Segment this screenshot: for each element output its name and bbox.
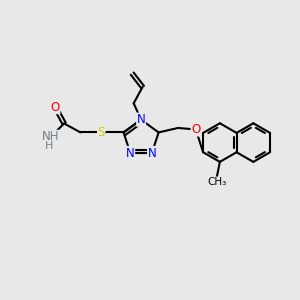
Text: O: O [191, 123, 200, 136]
Text: H: H [45, 141, 53, 151]
Text: N: N [148, 146, 156, 160]
Text: N: N [126, 146, 135, 160]
Text: N: N [137, 113, 146, 126]
Text: CH₃: CH₃ [207, 177, 226, 187]
Text: NH: NH [42, 130, 59, 143]
Text: O: O [51, 101, 60, 114]
Text: S: S [98, 126, 105, 139]
